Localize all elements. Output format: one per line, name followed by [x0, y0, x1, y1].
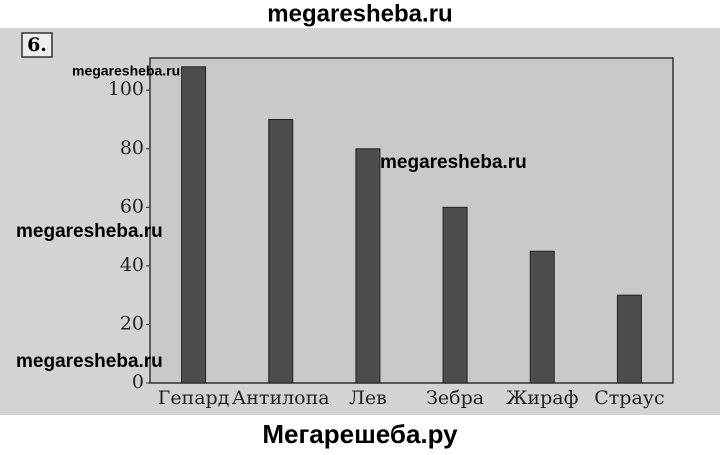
x-tick-label: Гепард	[158, 387, 230, 409]
chart: 0 20 40 60 80 100 Гепард Антилопа Лев Зебра Жираф С…	[108, 66, 665, 409]
plot-area	[149, 57, 674, 384]
problem-number: 6.	[27, 34, 47, 56]
x-tick-label: Жираф	[506, 387, 579, 409]
y-tick-label: 20	[120, 312, 144, 334]
footer: Мегарешеба.ру	[262, 419, 458, 449]
x-tick-label: Страус	[594, 387, 664, 409]
number-box	[21, 32, 53, 58]
bar	[268, 118, 294, 384]
watermark: megaresheba.ru	[380, 152, 527, 173]
x-tick-label: Антилопа	[232, 387, 330, 409]
y-tick-label: 60	[120, 195, 144, 217]
y-tick-label: 100	[108, 78, 144, 100]
bar	[529, 250, 555, 384]
watermark: megaresheba.ru	[16, 221, 163, 242]
bar	[442, 206, 468, 384]
watermark: megaresheba.ru	[16, 351, 163, 372]
bar	[355, 148, 381, 384]
watermark: megaresheba.ru	[72, 63, 180, 79]
x-tick-label: Зебра	[426, 387, 484, 409]
y-tick-label: 0	[132, 371, 144, 393]
x-tick-label: Лев	[349, 387, 387, 409]
y-tick-label: 40	[120, 254, 144, 276]
bar	[616, 294, 642, 384]
bar	[181, 66, 207, 384]
header: megaresheba.ru	[267, 0, 452, 27]
y-tick-label: 80	[120, 137, 144, 159]
